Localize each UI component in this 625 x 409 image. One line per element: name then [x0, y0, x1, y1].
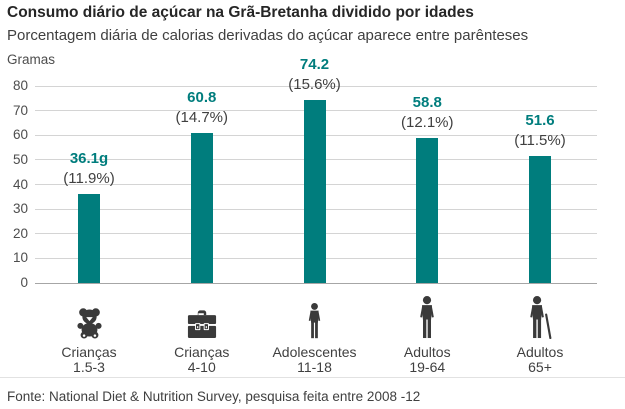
category-label: Adultos 19-64 — [367, 345, 487, 375]
teddy-bear-icon — [75, 306, 104, 339]
category-label-line2: 11-18 — [297, 359, 332, 375]
y-tick-label: 60 — [12, 127, 28, 143]
category-label-line2: 19-64 — [409, 359, 446, 375]
category-label-line2: 1.5-3 — [73, 359, 105, 375]
chart-subtitle: Porcentagem diária de calorias derivadas… — [7, 27, 529, 44]
bar-adultos-19-64 — [416, 138, 439, 283]
category-label-line1: Adultos — [516, 344, 564, 360]
y-tick-label: 40 — [12, 176, 28, 192]
category-label: Adolescentes 11-18 — [255, 345, 375, 375]
teen-person-icon — [306, 303, 323, 339]
category-label: Adultos 65+ — [480, 345, 600, 375]
bar-percent-label: (11.5%) — [514, 131, 566, 149]
bar-percent-label: (12.1%) — [400, 114, 454, 132]
bar-value-label: 60.8 — [187, 89, 217, 107]
footer-divider — [0, 377, 625, 378]
y-tick-label: 30 — [12, 201, 28, 217]
senior-person-icon — [527, 296, 553, 339]
source-note: Fonte: National Diet & Nutrition Survey,… — [7, 389, 421, 404]
bar-value-label: 36.1g — [69, 150, 109, 168]
gridline-0 — [35, 282, 597, 284]
bar-value-label: 51.6 — [525, 111, 555, 129]
category-label-line2: 65+ — [528, 359, 552, 375]
category-label: Crianças 4-10 — [142, 345, 262, 375]
adult-person-icon — [417, 296, 437, 339]
bar-value-label: 58.8 — [412, 94, 442, 112]
y-tick-label: 10 — [12, 250, 28, 266]
category-label-line1: Crianças — [61, 344, 117, 360]
y-tick-label: 20 — [12, 225, 28, 241]
y-axis-unit-label: Gramas — [7, 52, 56, 67]
bar-adolescentes-11-18 — [303, 100, 326, 283]
y-tick-label: 50 — [12, 151, 28, 167]
y-tick-label: 70 — [12, 102, 28, 118]
category-label-line2: 4-10 — [187, 359, 216, 375]
chart-title: Consumo diário de açúcar na Grã-Bretanha… — [7, 4, 474, 21]
category-label-line1: Adultos — [403, 344, 451, 360]
bar-percent-label: (11.9%) — [63, 170, 115, 188]
bar-crianças-1.5-3 — [78, 194, 100, 283]
y-tick-label: 0 — [20, 275, 28, 290]
bar-value-label: 74.2 — [299, 56, 330, 74]
category-label-line1: Adolescentes — [272, 344, 357, 360]
bar-adultos-65+ — [529, 155, 551, 283]
bar-percent-label: (14.7%) — [175, 109, 229, 127]
category-label: Crianças 1.5-3 — [29, 345, 149, 375]
bar-percent-label: (15.6%) — [288, 76, 341, 94]
school-bag-icon — [187, 309, 217, 339]
category-label-line1: Crianças — [174, 344, 230, 360]
gridline-80 — [35, 85, 597, 87]
y-tick-label: 80 — [12, 78, 28, 93]
bar-crianças-4-10 — [190, 133, 213, 283]
